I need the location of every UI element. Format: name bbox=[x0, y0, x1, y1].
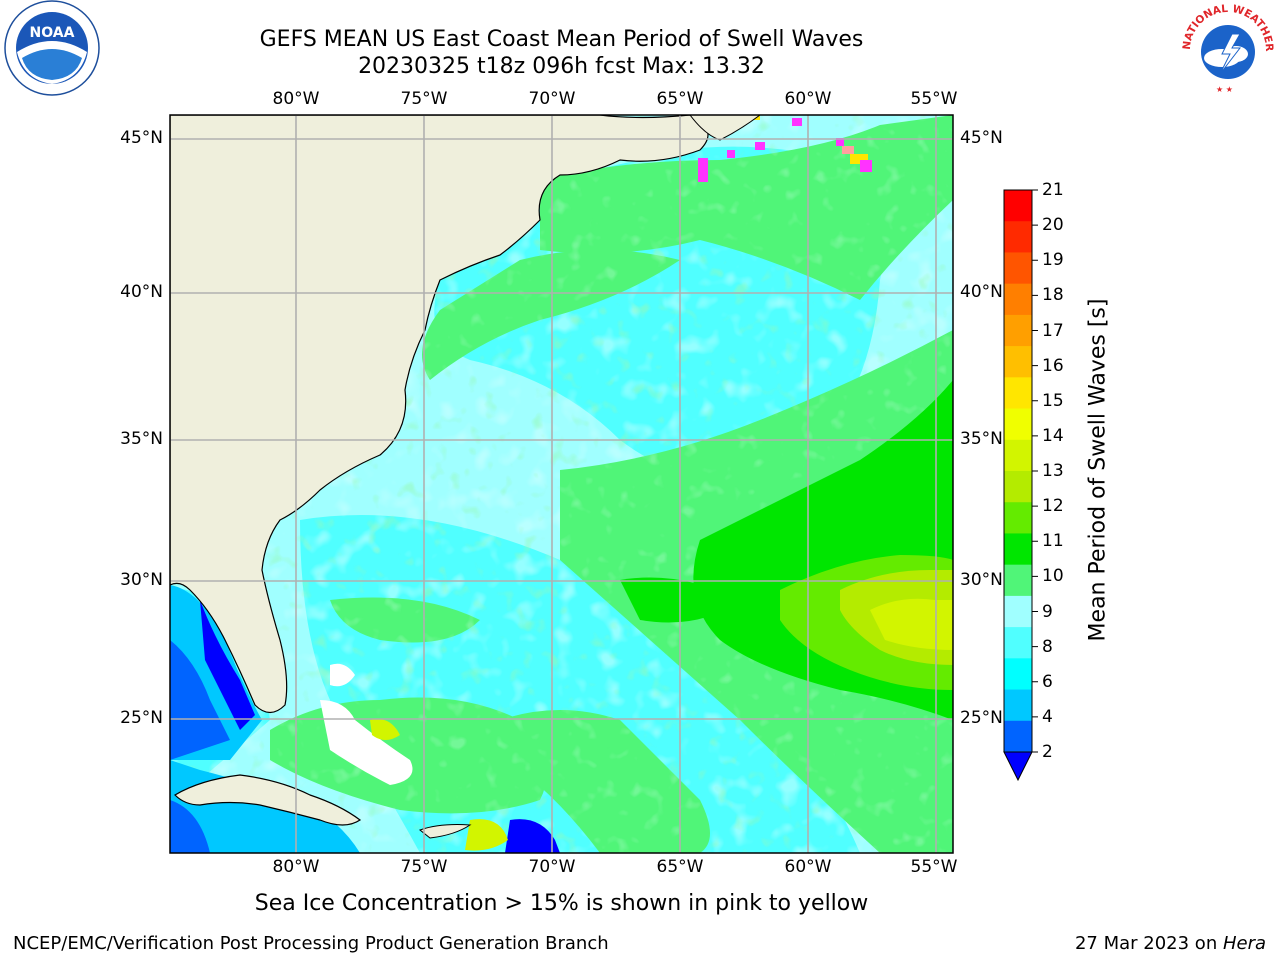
run-date: 27 Mar 2023 on Hera bbox=[1075, 933, 1266, 954]
lat-tick-right: 40°N bbox=[960, 282, 1003, 302]
noaa-logo: NOAA bbox=[4, 0, 100, 96]
colorbar-tick-label: 19 bbox=[1042, 250, 1064, 271]
colorbar-label: Mean Period of Swell Waves [s] bbox=[1085, 298, 1111, 642]
lat-tick-right: 25°N bbox=[960, 708, 1003, 728]
lon-tick-top: 70°W bbox=[528, 89, 576, 109]
chart-title: GEFS MEAN US East Coast Mean Period of S… bbox=[259, 27, 864, 52]
colorbar-tick-label: 14 bbox=[1042, 425, 1064, 446]
colorbar-tick-label: 18 bbox=[1042, 285, 1064, 306]
north-america-land bbox=[170, 115, 709, 714]
lat-tick-right: 30°N bbox=[960, 570, 1003, 590]
svg-text:★ ★: ★ ★ bbox=[1216, 85, 1233, 94]
colorbar-tick-label: 9 bbox=[1042, 601, 1053, 622]
colorbar-segment bbox=[1004, 221, 1032, 253]
colorbar-segment bbox=[1004, 439, 1032, 472]
sea-ice-note: Sea Ice Concentration > 15% is shown in … bbox=[254, 891, 869, 916]
lat-tick-left: 40°N bbox=[120, 282, 163, 302]
colorbar-tick-label: 13 bbox=[1042, 461, 1064, 481]
lon-tick-top: 80°W bbox=[272, 89, 320, 109]
lat-tick-left: 45°N bbox=[120, 128, 163, 148]
colorbar-segment bbox=[1004, 377, 1032, 410]
bahamas-banks bbox=[320, 700, 413, 785]
lon-tick-top: 65°W bbox=[656, 89, 704, 109]
colorbar-segment bbox=[1004, 627, 1032, 659]
lat-tick-right: 45°N bbox=[960, 128, 1003, 148]
colorbar-tick-label: 11 bbox=[1042, 531, 1064, 552]
machine-name: Hera bbox=[1222, 933, 1266, 954]
colorbar-segment bbox=[1004, 283, 1032, 316]
map-plot-area bbox=[170, 115, 953, 853]
colorbar-tick-label: 20 bbox=[1042, 215, 1064, 236]
colorbar-segment bbox=[1004, 252, 1032, 285]
lon-tick-bottom: 65°W bbox=[656, 857, 704, 877]
run-date-text: 27 Mar 2023 on bbox=[1074, 933, 1223, 954]
lon-tick-bottom: 75°W bbox=[400, 857, 448, 877]
lon-tick-bottom: 70°W bbox=[528, 857, 576, 877]
colorbar-tick-label: 17 bbox=[1042, 320, 1064, 341]
colorbar-tick-label: 8 bbox=[1042, 636, 1053, 657]
colorbar-segment bbox=[1004, 471, 1032, 503]
lon-tick-bottom: 80°W bbox=[272, 857, 320, 877]
nws-logo: NATIONAL WEATHER SERVICE ★ ★ bbox=[1176, 0, 1275, 95]
colorbar-segment bbox=[1004, 720, 1032, 753]
colorbar-segment bbox=[1004, 564, 1032, 597]
noaa-logo-text: NOAA bbox=[30, 25, 75, 41]
lat-tick-left: 25°N bbox=[120, 708, 163, 728]
colorbar-segment bbox=[1004, 658, 1032, 691]
gridlines bbox=[170, 115, 953, 853]
colorbar-under-triangle bbox=[1003, 751, 1033, 782]
colorbar-tick-label: 12 bbox=[1042, 496, 1064, 517]
lat-tick-right: 35°N bbox=[960, 429, 1003, 449]
colorbar-tick-label: 16 bbox=[1042, 355, 1064, 376]
colorbar-segment bbox=[1004, 689, 1032, 722]
colorbar-tick-label: 21 bbox=[1042, 180, 1064, 200]
colorbar-tick-label: 10 bbox=[1042, 566, 1064, 587]
lat-tick-left: 35°N bbox=[120, 429, 163, 449]
colorbar-segment bbox=[1004, 502, 1032, 534]
colorbar-segment bbox=[1004, 595, 1032, 628]
lat-tick-left: 30°N bbox=[120, 570, 163, 590]
cuba-land bbox=[174, 774, 362, 826]
lon-tick-top: 60°W bbox=[784, 89, 832, 109]
colorbar bbox=[1003, 189, 1038, 753]
colorbar-segment bbox=[1004, 190, 1032, 222]
lon-tick-top: 75°W bbox=[400, 89, 448, 109]
colorbar-tick-label: 2 bbox=[1042, 742, 1053, 762]
colorbar-segment bbox=[1004, 533, 1032, 566]
colorbar-segment bbox=[1004, 408, 1032, 441]
colorbar-tick-label: 4 bbox=[1042, 706, 1053, 727]
colorbar-segment bbox=[1004, 346, 1032, 378]
chart-subtitle: 20230325 t18z 096h fcst Max: 13.32 bbox=[358, 54, 765, 79]
colorbar-tick-label: 15 bbox=[1042, 390, 1064, 411]
lon-tick-top: 55°W bbox=[910, 89, 958, 109]
colorbar-segment bbox=[1004, 314, 1032, 347]
colorbar-tick-label: 6 bbox=[1042, 671, 1053, 692]
producer-credit: NCEP/EMC/Verification Post Processing Pr… bbox=[13, 933, 609, 954]
lon-tick-bottom: 60°W bbox=[784, 857, 832, 877]
lon-tick-bottom: 55°W bbox=[910, 857, 958, 877]
map-frame bbox=[169, 114, 954, 854]
